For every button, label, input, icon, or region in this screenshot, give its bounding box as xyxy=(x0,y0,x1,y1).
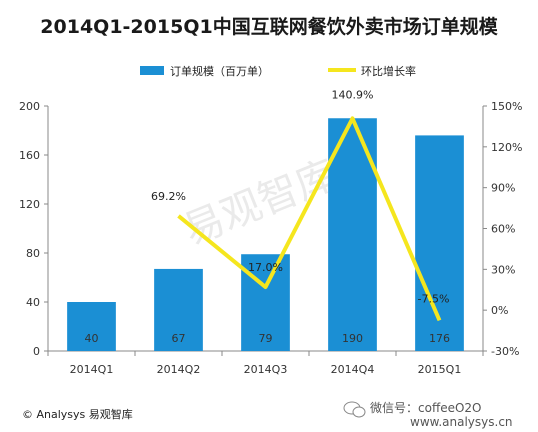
bar-value-label: 190 xyxy=(342,332,363,345)
bar xyxy=(67,302,116,351)
x-tick-label: 2014Q2 xyxy=(157,363,201,376)
y-right-tick-label: 0% xyxy=(491,304,508,317)
x-tick-labels: 2014Q1 2014Q2 2014Q3 2014Q4 2015Q1 xyxy=(70,363,462,376)
bar-value-label: 79 xyxy=(259,332,273,345)
y-right-tick-label: 90% xyxy=(491,182,515,195)
bar-value-label: 176 xyxy=(429,332,450,345)
bar-value-label: 67 xyxy=(172,332,186,345)
y-right-tick-label: 150% xyxy=(491,100,522,113)
footer-copyright: © Analysys 易观智库 xyxy=(22,407,133,421)
x-tick-label: 2014Q4 xyxy=(331,363,375,376)
x-tick-label: 2015Q1 xyxy=(418,363,462,376)
footer: © Analysys 易观智库 微信号：coffeeO2O www.analys… xyxy=(22,401,513,429)
y-right-tick-label: 30% xyxy=(491,263,515,276)
y-right-tick-labels: -30% 0% 30% 60% 90% 120% 150% xyxy=(491,100,522,358)
bars xyxy=(67,118,464,351)
growth-labels: 69.2% 17.0% 140.9% -7.5% xyxy=(151,88,449,305)
growth-line xyxy=(177,116,442,322)
footer-site: www.analysys.cn xyxy=(410,415,513,429)
bar xyxy=(154,268,203,351)
growth-value-label: -7.5% xyxy=(418,292,450,305)
bar-labels: 40 67 79 190 176 xyxy=(85,332,451,345)
growth-line-path xyxy=(177,116,442,322)
growth-value-label: 69.2% xyxy=(151,190,186,203)
wechat-icon xyxy=(343,401,366,418)
legend-bar-swatch xyxy=(140,66,164,75)
y-right-tick-label: 120% xyxy=(491,141,522,154)
y-right-tick-label: -30% xyxy=(491,345,519,358)
y-left-tick-label: 0 xyxy=(33,345,40,358)
watermark-text: 易观智库 xyxy=(177,152,343,255)
chart-title: 2014Q1-2015Q1中国互联网餐饮外卖市场订单规模 xyxy=(40,15,498,38)
growth-value-label: 140.9% xyxy=(332,88,374,101)
growth-value-label: 17.0% xyxy=(248,261,283,274)
y-right-tick-label: 60% xyxy=(491,223,515,236)
watermark: 易观智库 xyxy=(177,152,343,255)
y-left-tick-label: 40 xyxy=(26,296,40,309)
y-left-tick-labels: 0 40 80 120 160 200 xyxy=(19,100,40,358)
y-left-tick-label: 120 xyxy=(19,198,40,211)
footer-wechat: 微信号：coffeeO2O xyxy=(370,401,482,415)
y-left-tick-label: 80 xyxy=(26,247,40,260)
legend: 订单规模（百万单） 环比增长率 xyxy=(140,64,416,78)
legend-line-label: 环比增长率 xyxy=(361,64,416,78)
bar xyxy=(241,254,290,351)
x-tick-label: 2014Q1 xyxy=(70,363,114,376)
y-left-tick-label: 200 xyxy=(19,100,40,113)
x-tick-label: 2014Q3 xyxy=(244,363,288,376)
y-left-tick-label: 160 xyxy=(19,149,40,162)
legend-bar-label: 订单规模（百万单） xyxy=(170,64,269,78)
bar-value-label: 40 xyxy=(85,332,99,345)
bar xyxy=(415,135,464,351)
